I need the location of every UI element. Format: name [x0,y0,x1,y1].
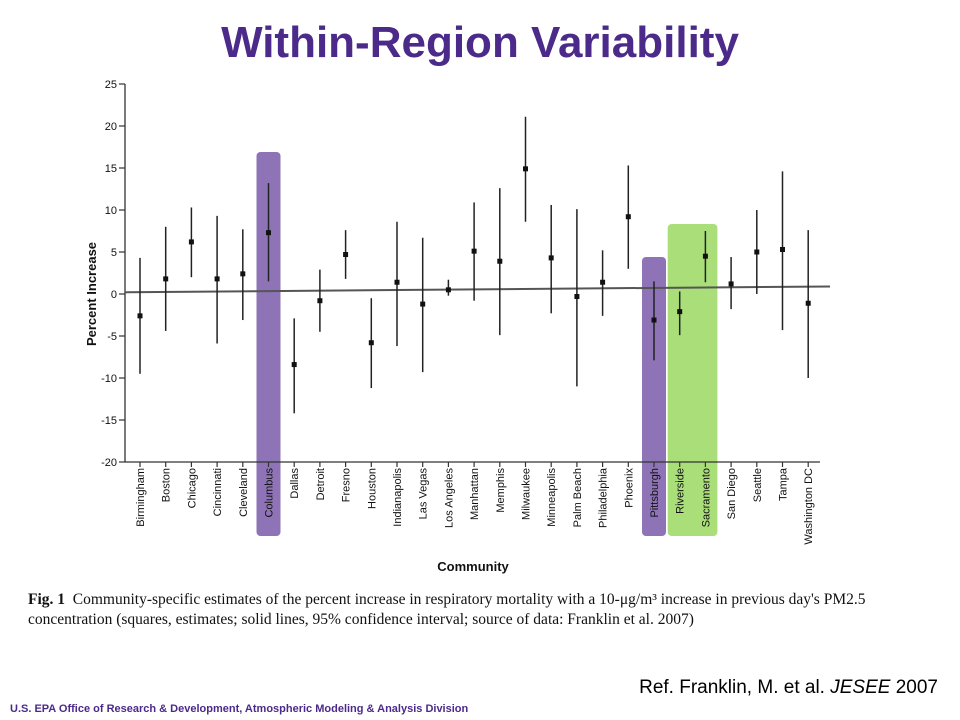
y-tick-label: 10 [105,205,117,217]
estimate-point-riverside [677,309,683,315]
caption-text: Community-specific estimates of the perc… [28,591,866,628]
estimate-point-birmingham [137,313,143,319]
x-tick-label-sacramento: Sacramento [700,468,712,527]
x-tick-label-dallas: Dallas [289,468,301,499]
y-axis-label: Percent Increase [84,242,99,346]
x-tick-label-detroit: Detroit [315,468,327,500]
x-tick-label-philadelphia: Philadelphia [598,467,610,528]
x-tick-label-cincinnati: Cincinnati [212,468,224,516]
y-tick-label: -20 [101,457,117,469]
estimate-point-memphis [497,258,503,264]
x-tick-label-columbus: Columbus [264,468,276,518]
highlight-layer [256,152,718,536]
x-tick-label-houston: Houston [366,468,378,509]
estimate-point-columbus [266,230,271,236]
x-tick-label-cleveland: Cleveland [238,468,250,517]
slide-title: Within-Region Variability [221,18,739,67]
x-axis-label: Community [437,559,509,574]
y-tick-label: -5 [107,331,117,343]
estimate-point-chicago [188,239,194,245]
x-tick-label-milwaukee: Milwaukee [521,468,533,520]
x-tick-label-birmingham: Birmingham [135,468,147,527]
estimate-point-milwaukee [523,166,528,172]
x-tick-label-tampa: Tampa [778,467,790,501]
x-tick-label-san-diego: San Diego [726,468,738,519]
trend-line [124,285,831,294]
y-ticks: 25 20 15 10 5 0 -5 -10 -15 -20 [101,79,125,469]
estimate-point-las-vegas [420,301,426,307]
x-tick-label-los-angeles: Los Angeles [443,468,455,528]
x-tick-label-palm-beach: Palm Beach [572,468,584,527]
forest-plot: 25 20 15 10 5 0 -5 -10 -15 -20 Birmingham Boston Ch… [84,79,831,574]
reference-citation: Ref. Franklin, M. et al. JESEE 2007 [639,677,938,699]
y-tick-label: 0 [111,289,117,301]
estimate-points [137,166,811,368]
x-tick-label-pittsburgh: Pittsburgh [649,468,661,518]
x-tick-label-phoenix: Phoenix [623,468,635,508]
estimate-point-pittsburgh [651,317,657,323]
x-tick-label-las-vegas: Las Vegas [418,468,430,520]
x-tick-label-boston: Boston [161,468,173,502]
x-tick-label-memphis: Memphis [495,468,507,513]
x-tick-label-fresno: Fresno [341,468,353,502]
estimate-point-cleveland [240,271,246,277]
y-tick-label: -10 [101,373,117,385]
x-tick-label-seattle: Seattle [752,468,764,502]
estimate-point-dallas [291,362,297,368]
caption-figure-number: Fig. 1 [28,591,66,608]
x-tick-label-indianapolis: Indianapolis [392,468,404,527]
estimate-point-boston [163,276,169,282]
x-tick-label-washington-dc: Washington DC [803,468,815,545]
y-tick-label: 20 [105,121,117,133]
reference-journal: JESEE [830,677,891,698]
footer-text: U.S. EPA Office of Research & Developmen… [10,703,469,715]
x-ticks: Birmingham Boston Chicago Cincinnati Clevela… [135,462,815,545]
estimate-point-cincinnati [214,276,220,282]
figure-caption: Fig. 1 Community-specific estimates of t… [28,590,908,630]
estimate-point-indianapolis [394,279,400,285]
estimate-point-minneapolis [548,255,554,261]
estimate-point-sacramento [702,253,708,259]
reference-prefix: Ref. Franklin, M. et al. [639,677,825,698]
estimate-point-seattle [754,249,760,255]
reference-year: 2007 [895,677,938,698]
estimate-point-phoenix [625,214,631,220]
estimate-point-houston [368,340,374,346]
estimate-point-manhattan [471,248,477,254]
highlight-pittsburgh [642,257,666,536]
x-tick-label-chicago: Chicago [186,468,198,508]
estimate-point-detroit [317,298,323,304]
estimate-point-washington-dc [805,300,811,306]
estimate-point-palm-beach [574,294,580,300]
estimate-point-san-diego [728,281,734,287]
y-tick-label: 15 [105,163,117,175]
highlight-columbus [256,152,281,536]
x-tick-label-manhattan: Manhattan [469,468,481,520]
y-tick-label: 25 [105,79,117,91]
estimate-point-tampa [780,246,785,252]
estimate-point-philadelphia [600,279,606,285]
y-tick-label: -15 [101,415,117,427]
x-tick-label-riverside: Riverside [675,468,687,514]
estimate-point-los-angeles [445,287,451,293]
y-tick-label: 5 [111,247,117,259]
x-tick-label-minneapolis: Minneapolis [546,468,558,527]
estimate-point-fresno [343,252,349,258]
